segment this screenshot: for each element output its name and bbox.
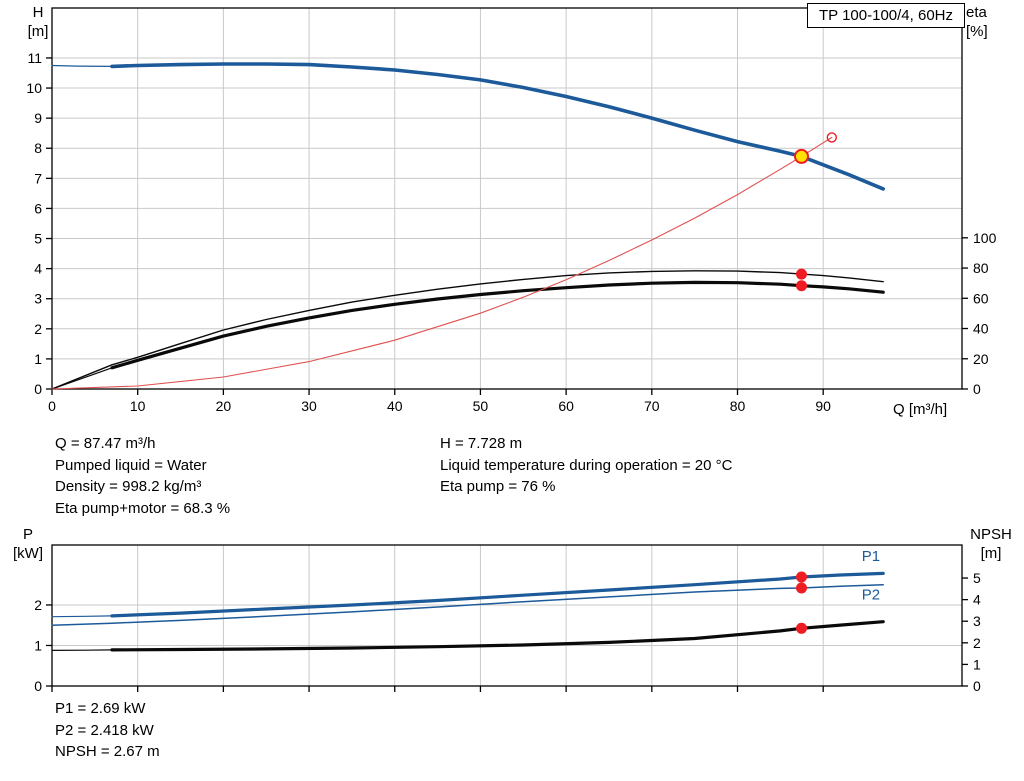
npsh-duty-marker <box>796 622 807 634</box>
y-left-tick-label: 0 <box>34 381 42 397</box>
y-right-tick-label: 1 <box>973 656 981 672</box>
p1-value: P1 = 2.69 kW <box>55 700 146 717</box>
y-right-tick-label: 5 <box>973 570 981 586</box>
y-left-tick-label: 5 <box>34 231 42 247</box>
p1-curve-label: P1 <box>862 548 880 565</box>
plot-frame <box>51 7 963 390</box>
pumped-liquid-value: Pumped liquid = Water <box>55 456 207 474</box>
y-left-tick-label: 9 <box>34 110 42 126</box>
y-right-tick-label: 80 <box>973 260 989 276</box>
eta-pump-motor-duty-marker <box>796 280 807 292</box>
x-tick-label: 10 <box>130 398 146 414</box>
y-left-tick-label: 11 <box>27 50 42 66</box>
y-right-tick-label: 2 <box>973 635 981 651</box>
eta-pump-motor-curve <box>110 280 885 370</box>
npsh-axis-unit: [m] <box>980 545 1002 562</box>
h-axis-symbol: H <box>32 4 44 21</box>
p1-curve <box>110 571 885 618</box>
plot-frame <box>51 544 963 687</box>
h-axis-label: H [m] <box>16 3 60 41</box>
y-right-tick-label: 0 <box>973 381 981 397</box>
y-left-tick-label: 2 <box>34 597 42 613</box>
y-left-tick-label: 0 <box>34 678 42 694</box>
x-tick-label: 30 <box>301 398 317 414</box>
top-chart: 0 1 2 3 4 5 6 7 8 9 10 11 0 20 40 60 80 100 0 10 20 30 40 50 60 7… <box>26 7 997 414</box>
p-axis-symbol: P <box>22 526 33 543</box>
eta-axis-unit: [%] <box>966 23 988 40</box>
head-value: H = 7.728 m <box>440 435 523 452</box>
p2-value: P2 = 2.418 kW <box>55 721 154 739</box>
duty-data-right-block: H = 7.728 m Liquid temperature during op… <box>440 433 732 498</box>
y-right-tick-label: 0 <box>973 678 981 694</box>
bottom-chart: 0 1 2 0 1 2 3 4 5 P1 P2 <box>34 544 981 694</box>
x-tick-label: 40 <box>387 398 403 414</box>
npsh-value: NPSH = 2.67 m <box>55 743 160 760</box>
x-tick-label: 90 <box>815 398 831 414</box>
y-left-tick-label: 1 <box>34 351 42 367</box>
eta-axis-symbol: eta <box>966 4 987 21</box>
pump-model-title: TP 100-100/4, 60Hz <box>807 3 965 28</box>
eta-pump-curve <box>51 270 884 390</box>
h-axis-unit: [m] <box>27 23 49 40</box>
eta-pump-motor-curve-lead <box>51 367 113 390</box>
x-tick-label: 0 <box>48 398 56 414</box>
y-left-tick-label: 1 <box>34 637 42 653</box>
x-tick-label: 60 <box>558 398 574 414</box>
p2-duty-marker <box>796 582 807 594</box>
eta-pump-motor-value: Eta pump+motor = 68.3 % <box>55 499 231 517</box>
liquid-temperature-value: Liquid temperature during operation = 20… <box>440 456 733 474</box>
y-right-tick-label: 3 <box>973 613 981 629</box>
duty-point-marker <box>794 148 809 164</box>
eta-pump-value: Eta pump = 76 % <box>440 478 556 495</box>
pump-curve <box>110 62 885 191</box>
p1-duty-marker <box>796 571 807 583</box>
x-tick-label: 70 <box>644 398 660 414</box>
p-axis-label: P [kW] <box>4 525 52 563</box>
q-axis-label: Q [m³/h] <box>893 401 948 418</box>
npsh-axis-symbol: NPSH <box>970 526 1012 543</box>
npsh-axis-label: NPSH [m] <box>962 525 1020 563</box>
npsh-curve <box>110 620 885 652</box>
power-npsh-block: P1 = 2.69 kW P2 = 2.418 kW NPSH = 2.67 m <box>55 698 160 763</box>
y-right-tick-label: 20 <box>973 351 989 367</box>
x-tick-label: 50 <box>473 398 489 414</box>
pump-curve-lead <box>51 64 113 67</box>
duty-data-left-block: Q = 87.47 m³/h Pumped liquid = Water Den… <box>55 433 230 519</box>
y-right-tick-label: 40 <box>973 321 989 337</box>
density-value: Density = 998.2 kg/m³ <box>55 478 202 495</box>
eta-pump-duty-marker <box>796 268 807 280</box>
p-axis-unit: [kW] <box>13 545 43 562</box>
y-left-tick-label: 7 <box>34 170 42 186</box>
y-right-tick-label: 60 <box>973 290 989 306</box>
x-tick-label: 20 <box>216 398 232 414</box>
y-left-tick-label: 8 <box>34 140 42 156</box>
y-left-tick-label: 3 <box>34 291 42 307</box>
npsh-curve-lead <box>51 649 113 651</box>
y-left-tick-label: 6 <box>34 200 42 216</box>
x-tick-label: 80 <box>730 398 746 414</box>
system-curve-end-marker <box>826 132 837 143</box>
eta-axis-label: eta [%] <box>966 3 1012 41</box>
y-left-tick-label: 2 <box>34 321 42 337</box>
y-left-tick-label: 4 <box>34 261 42 277</box>
y-left-tick-label: 10 <box>26 80 42 96</box>
y-right-tick-label: 4 <box>973 592 981 608</box>
system-curve <box>51 136 833 390</box>
flow-value: Q = 87.47 m³/h <box>55 435 156 452</box>
y-right-tick-label: 100 <box>973 230 997 246</box>
p2-curve-label: P2 <box>862 587 880 604</box>
p1-curve-lead <box>51 615 113 618</box>
